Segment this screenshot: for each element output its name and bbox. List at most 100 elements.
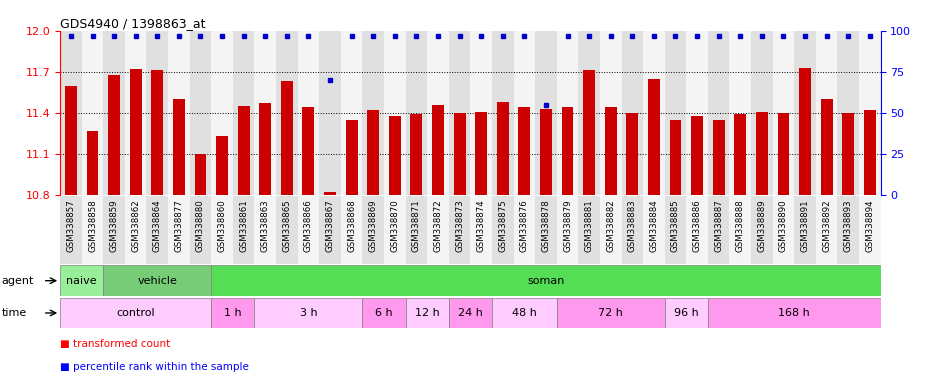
Text: GSM338861: GSM338861 xyxy=(240,199,248,252)
Bar xyxy=(190,196,211,264)
Text: vehicle: vehicle xyxy=(137,276,178,286)
Text: 6 h: 6 h xyxy=(376,308,393,318)
Text: GSM338865: GSM338865 xyxy=(282,199,291,252)
Bar xyxy=(298,31,319,195)
Bar xyxy=(168,196,190,264)
Bar xyxy=(492,31,513,195)
Bar xyxy=(60,31,81,195)
Text: GSM338892: GSM338892 xyxy=(822,199,832,252)
Bar xyxy=(324,192,336,195)
Bar xyxy=(168,31,190,195)
Bar xyxy=(363,31,384,195)
Text: GSM338874: GSM338874 xyxy=(476,199,486,252)
Bar xyxy=(518,108,530,195)
Bar xyxy=(388,116,401,195)
Text: ■ transformed count: ■ transformed count xyxy=(60,339,170,349)
Bar xyxy=(751,196,772,264)
Bar xyxy=(211,196,233,264)
Bar xyxy=(626,113,638,195)
Bar xyxy=(108,74,120,195)
Bar xyxy=(578,196,600,264)
Text: GSM338894: GSM338894 xyxy=(865,199,874,252)
Bar xyxy=(259,103,271,195)
Bar xyxy=(233,196,254,264)
Text: 96 h: 96 h xyxy=(674,308,698,318)
Bar xyxy=(475,111,487,195)
Bar xyxy=(152,70,163,195)
Bar xyxy=(211,31,233,195)
Bar xyxy=(60,196,81,264)
Bar xyxy=(60,265,104,296)
Bar xyxy=(298,196,319,264)
Bar xyxy=(65,86,77,195)
Bar xyxy=(670,120,682,195)
Bar xyxy=(211,298,254,328)
Bar xyxy=(665,298,708,328)
Bar xyxy=(843,113,854,195)
Bar xyxy=(340,196,363,264)
Text: soman: soman xyxy=(527,276,564,286)
Text: GSM338883: GSM338883 xyxy=(628,199,636,252)
Bar xyxy=(837,31,859,195)
Text: 72 h: 72 h xyxy=(598,308,623,318)
Text: GSM338863: GSM338863 xyxy=(261,199,270,252)
Bar xyxy=(233,31,254,195)
Bar xyxy=(104,31,125,195)
Bar xyxy=(795,196,816,264)
Bar xyxy=(211,265,881,296)
Bar xyxy=(686,31,708,195)
Bar xyxy=(384,196,405,264)
Text: GSM338882: GSM338882 xyxy=(606,199,615,252)
Bar xyxy=(216,136,228,195)
Text: GSM338858: GSM338858 xyxy=(88,199,97,252)
Bar xyxy=(449,298,492,328)
Bar xyxy=(130,69,142,195)
Text: 3 h: 3 h xyxy=(300,308,317,318)
Bar xyxy=(453,113,465,195)
Text: GSM338877: GSM338877 xyxy=(175,199,183,252)
Bar xyxy=(281,81,293,195)
Text: GSM338864: GSM338864 xyxy=(153,199,162,252)
Bar xyxy=(254,298,363,328)
Bar xyxy=(816,31,837,195)
Bar xyxy=(795,31,816,195)
Bar xyxy=(470,196,492,264)
Text: GDS4940 / 1398863_at: GDS4940 / 1398863_at xyxy=(60,17,205,30)
Bar xyxy=(665,196,686,264)
Bar xyxy=(820,99,832,195)
Bar xyxy=(557,298,665,328)
Bar xyxy=(708,298,881,328)
Text: GSM338878: GSM338878 xyxy=(541,199,550,252)
Text: GSM338884: GSM338884 xyxy=(649,199,659,252)
Bar xyxy=(751,31,772,195)
Bar xyxy=(125,31,146,195)
Bar xyxy=(734,114,746,195)
Bar xyxy=(340,31,363,195)
Bar xyxy=(146,31,168,195)
Bar xyxy=(557,31,578,195)
Bar xyxy=(254,196,276,264)
Bar xyxy=(405,196,427,264)
Bar xyxy=(643,196,665,264)
Text: 24 h: 24 h xyxy=(458,308,483,318)
Bar xyxy=(432,105,444,195)
Text: GSM338871: GSM338871 xyxy=(412,199,421,252)
Bar xyxy=(302,108,315,195)
Bar xyxy=(600,31,622,195)
Text: GSM338875: GSM338875 xyxy=(499,199,507,252)
Bar xyxy=(536,31,557,195)
Bar xyxy=(708,31,730,195)
Bar xyxy=(146,196,168,264)
Bar xyxy=(319,31,340,195)
Text: 48 h: 48 h xyxy=(512,308,536,318)
Text: time: time xyxy=(2,308,27,318)
Bar xyxy=(648,79,660,195)
Bar xyxy=(104,196,125,264)
Bar xyxy=(837,196,859,264)
Bar xyxy=(384,31,405,195)
Bar xyxy=(772,31,795,195)
Bar xyxy=(665,31,686,195)
Bar xyxy=(730,31,751,195)
Bar xyxy=(276,31,298,195)
Bar xyxy=(557,196,578,264)
